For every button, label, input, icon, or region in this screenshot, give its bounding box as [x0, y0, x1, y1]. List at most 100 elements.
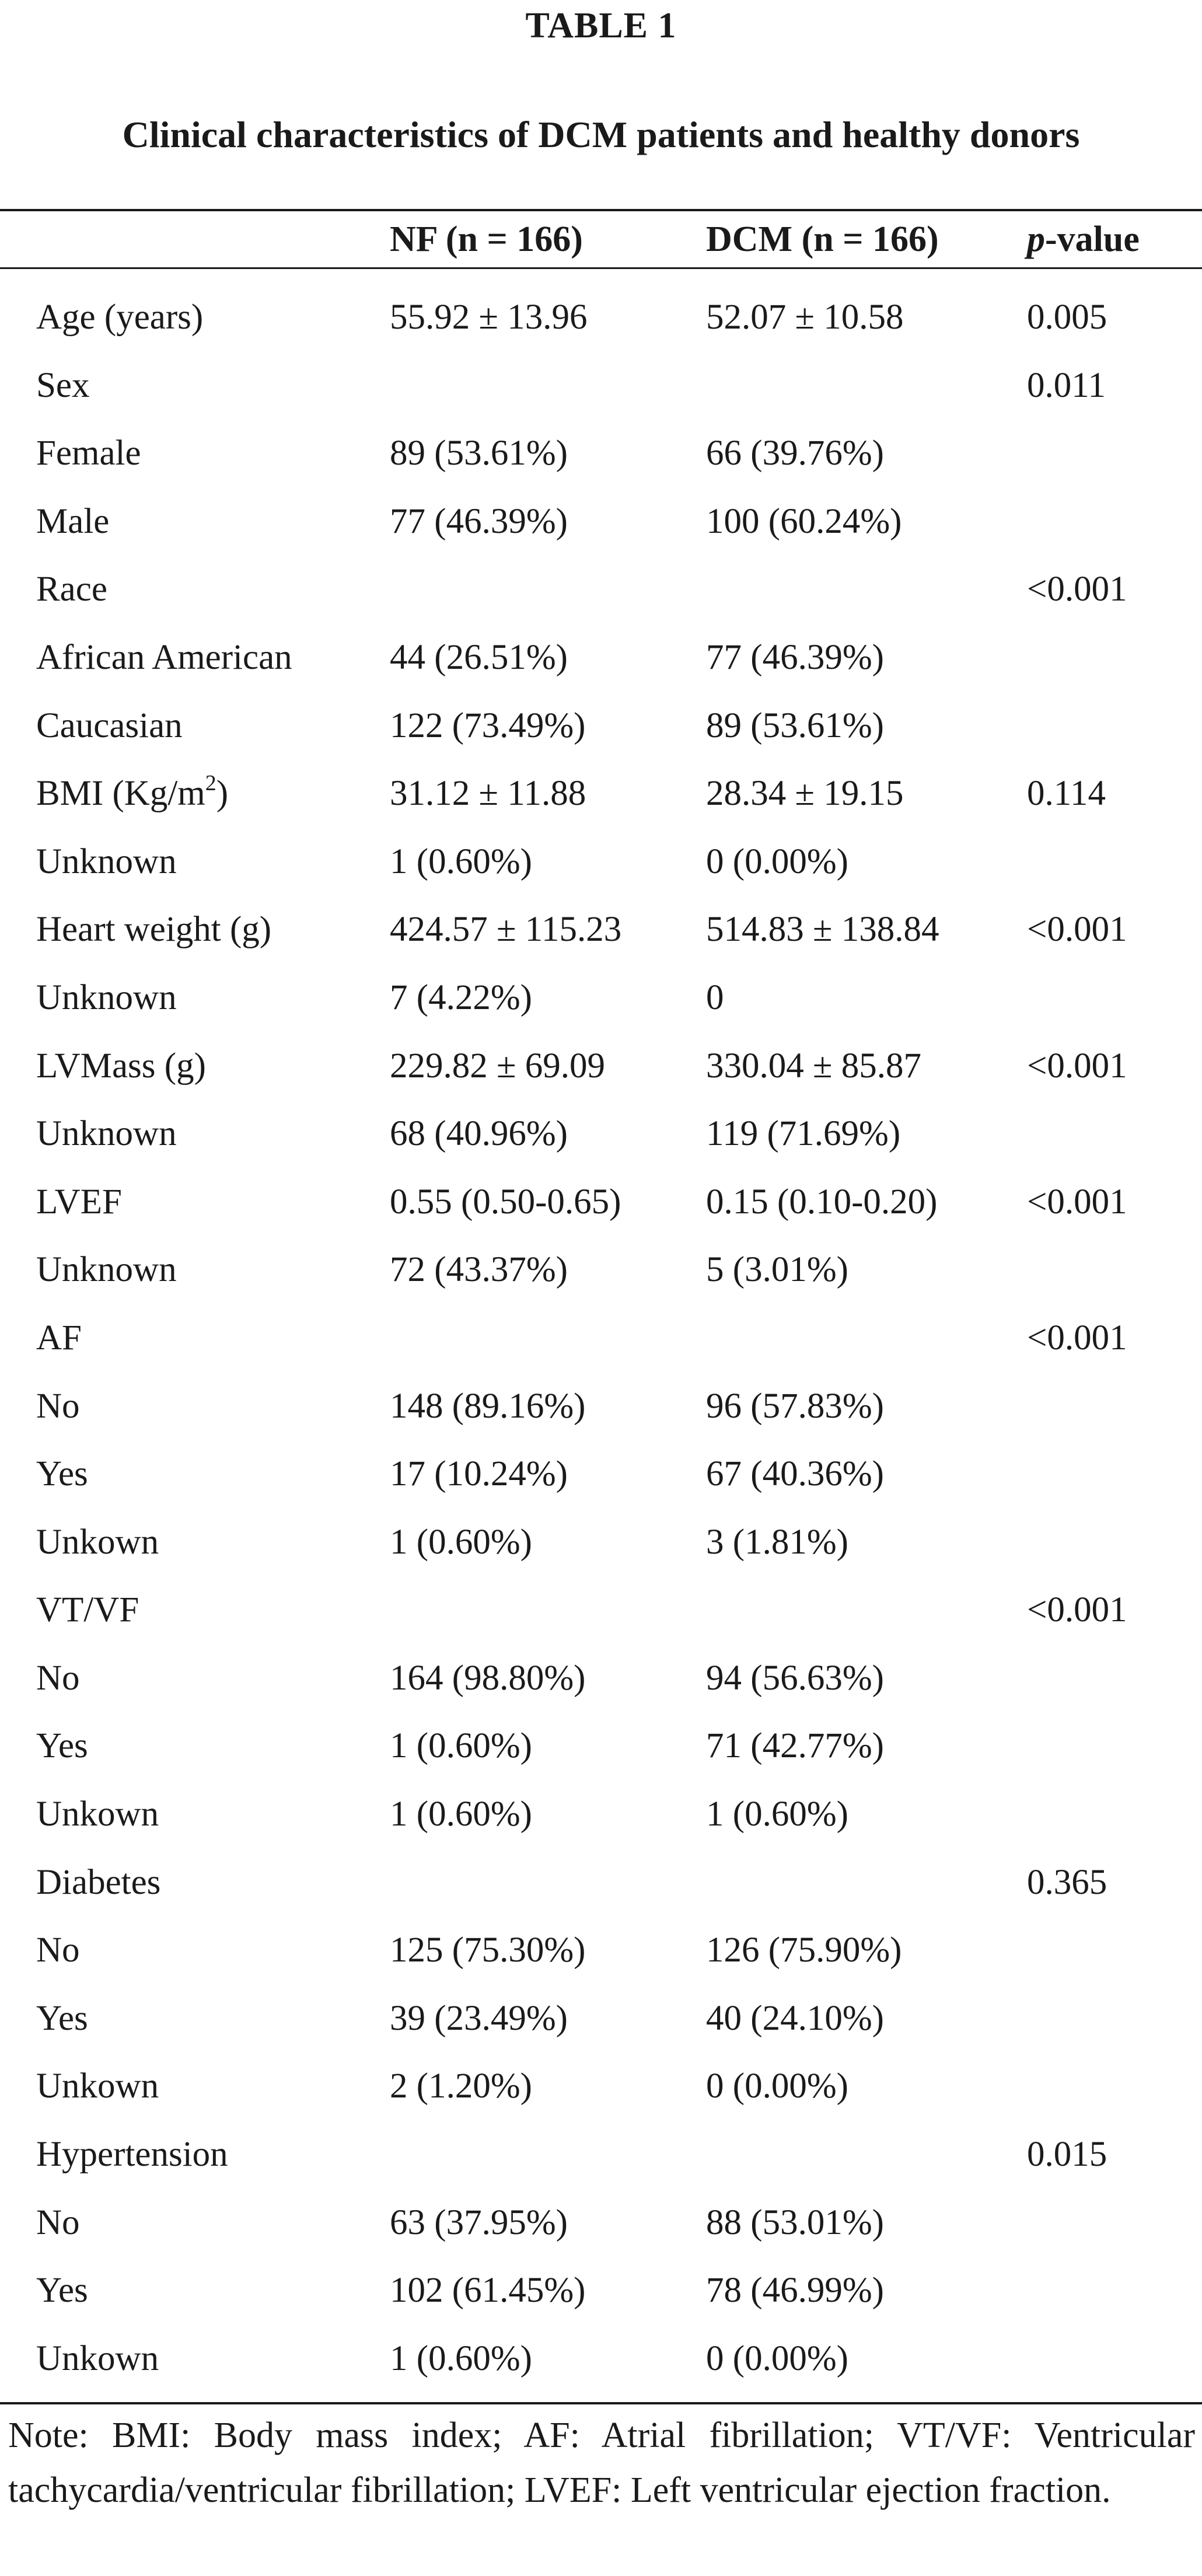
row-label: Unknown [36, 964, 177, 1032]
table-row: LVMass (g) 229.82 ± 69.09 330.04 ± 85.87 <0… [0, 1032, 1202, 1101]
row-label: Unkown [36, 1781, 159, 1848]
row-label-text: Race [36, 570, 107, 609]
table-note: Note: BMI: Body mass index; AF: Atrial f… [8, 2416, 1195, 2510]
row-label: BMI (Kg/m2) [36, 760, 228, 828]
row-label-text: Age (years) [36, 298, 204, 337]
dcm-value: 514.83 ± 138.84 [706, 910, 939, 950]
row-label-text: Heart weight (g) [36, 910, 272, 950]
dcm-value: 52.07 ± 10.58 [706, 298, 904, 337]
nf-value: 1 (0.60%) [390, 1522, 532, 1562]
p-value: <0.001 [1027, 1318, 1127, 1357]
row-label: Yes [36, 1985, 88, 2053]
row-label-text: Yes [36, 1726, 88, 1766]
row-label-text: Hypertension [36, 2135, 228, 2174]
nf-value: 102 (61.45%) [390, 2271, 586, 2310]
row-label: No [36, 1373, 80, 1440]
dcm-value: 1 (0.60%) [706, 1795, 848, 1834]
nf-value: 55.92 ± 13.96 [390, 298, 588, 337]
dcm-value: 66 (39.76%) [706, 434, 884, 473]
p-value: <0.001 [1027, 1182, 1127, 1221]
table-row: Diabetes 0.365 [0, 1849, 1202, 1917]
row-label-text: LVMass (g) [36, 1046, 206, 1085]
table-body: Age (years) 55.92 ± 13.96 52.07 ± 10.58 0.0… [0, 284, 1202, 2393]
top-rule [0, 209, 1202, 211]
table-row: No 164 (98.80%) 94 (56.63%) [0, 1645, 1202, 1713]
nf-value: 7 (4.22%) [390, 978, 532, 1017]
row-label: LVEF [36, 1168, 122, 1236]
row-label-text: Unknown [36, 1114, 177, 1154]
row-label: Unkown [36, 2325, 159, 2393]
row-label: Unknown [36, 828, 177, 896]
row-label: AF [36, 1304, 82, 1372]
table-label: TABLE 1 [525, 6, 677, 46]
dcm-value: 78 (46.99%) [706, 2271, 884, 2310]
row-label: Unknown [36, 1100, 177, 1168]
table-row: Race <0.001 [0, 556, 1202, 624]
dcm-value: 119 (71.69%) [706, 1114, 901, 1154]
row-label: No [36, 2189, 80, 2257]
table-row: AF <0.001 [0, 1304, 1202, 1373]
row-label-text: No [36, 1931, 80, 1970]
row-label-text: Male [36, 501, 110, 541]
table-row: VT/VF <0.001 [0, 1576, 1202, 1645]
row-label: Sex [36, 352, 90, 420]
row-label-text: Yes [36, 1454, 88, 1494]
table-row: Unknown 1 (0.60%) 0 (0.00%) [0, 828, 1202, 896]
row-label-text: Unkown [36, 2067, 159, 2106]
nf-value: 1 (0.60%) [390, 1726, 532, 1766]
table-row: Yes 1 (0.60%) 71 (42.77%) [0, 1712, 1202, 1781]
nf-value: 17 (10.24%) [390, 1454, 568, 1494]
row-label-text: Yes [36, 1998, 88, 2038]
p-value: 0.015 [1027, 2135, 1107, 2174]
nf-value: 1 (0.60%) [390, 842, 532, 881]
nf-value: 63 (37.95%) [390, 2202, 568, 2242]
row-label-text: Sex [36, 365, 90, 405]
dcm-value: 40 (24.10%) [706, 1998, 884, 2038]
row-label-text: No [36, 1386, 80, 1426]
row-label: Age (years) [36, 284, 203, 351]
dcm-value: 3 (1.81%) [706, 1522, 848, 1562]
row-label: Unkown [36, 2053, 159, 2120]
table-row: Unkown 2 (1.20%) 0 (0.00%) [0, 2053, 1202, 2121]
p-value: <0.001 [1027, 910, 1127, 950]
row-label-text: Unkown [36, 2338, 159, 2378]
nf-value: 1 (0.60%) [390, 1795, 532, 1834]
p-value: 0.365 [1027, 1862, 1107, 1902]
header-p-value: p-value [1027, 211, 1140, 267]
table-row: Yes 17 (10.24%) 67 (40.36%) [0, 1440, 1202, 1509]
row-label-text: Unknown [36, 978, 177, 1017]
nf-value: 2 (1.20%) [390, 2067, 532, 2106]
row-label: Unkown [36, 1509, 159, 1576]
table-row: Unknown 72 (43.37%) 5 (3.01%) [0, 1236, 1202, 1304]
dcm-value: 0 (0.00%) [706, 842, 848, 881]
table-row: No 148 (89.16%) 96 (57.83%) [0, 1373, 1202, 1441]
table-row: LVEF 0.55 (0.50-0.65) 0.15 (0.10-0.20) <0.0… [0, 1168, 1202, 1237]
nf-value: 44 (26.51%) [390, 637, 568, 677]
nf-value: 68 (40.96%) [390, 1114, 568, 1154]
table-row: Heart weight (g) 424.57 ± 115.23 514.83 ± … [0, 896, 1202, 964]
row-label: VT/VF [36, 1576, 139, 1644]
table-row: Caucasian 122 (73.49%) 89 (53.61%) [0, 692, 1202, 760]
row-label-text: LVEF [36, 1182, 122, 1221]
row-label-superscript: 2 [205, 770, 216, 795]
table-header: NF (n = 166) DCM (n = 166) p-value [0, 211, 1202, 267]
table-row: No 63 (37.95%) 88 (53.01%) [0, 2189, 1202, 2257]
dcm-value: 77 (46.39%) [706, 637, 884, 677]
table-row: Unkown 1 (0.60%) 1 (0.60%) [0, 1781, 1202, 1849]
row-label: Male [36, 488, 109, 556]
header-nf: NF (n = 166) [390, 219, 583, 259]
table-row: Yes 39 (23.49%) 40 (24.10%) [0, 1985, 1202, 2053]
row-label: Diabetes [36, 1849, 160, 1917]
table-title: Clinical characteristics of DCM patients… [122, 114, 1080, 155]
row-label-suffix: ) [216, 774, 229, 814]
row-label: Heart weight (g) [36, 896, 271, 964]
nf-value: 122 (73.49%) [390, 706, 586, 745]
dcm-value: 88 (53.01%) [706, 2202, 884, 2242]
row-label: African American [36, 624, 292, 692]
table-row: African American 44 (26.51%) 77 (46.39%) [0, 624, 1202, 692]
p-value: 0.114 [1027, 774, 1106, 814]
nf-value: 0.55 (0.50-0.65) [390, 1182, 621, 1221]
table-row: Unknown 68 (40.96%) 119 (71.69%) [0, 1100, 1202, 1168]
nf-value: 77 (46.39%) [390, 501, 568, 541]
